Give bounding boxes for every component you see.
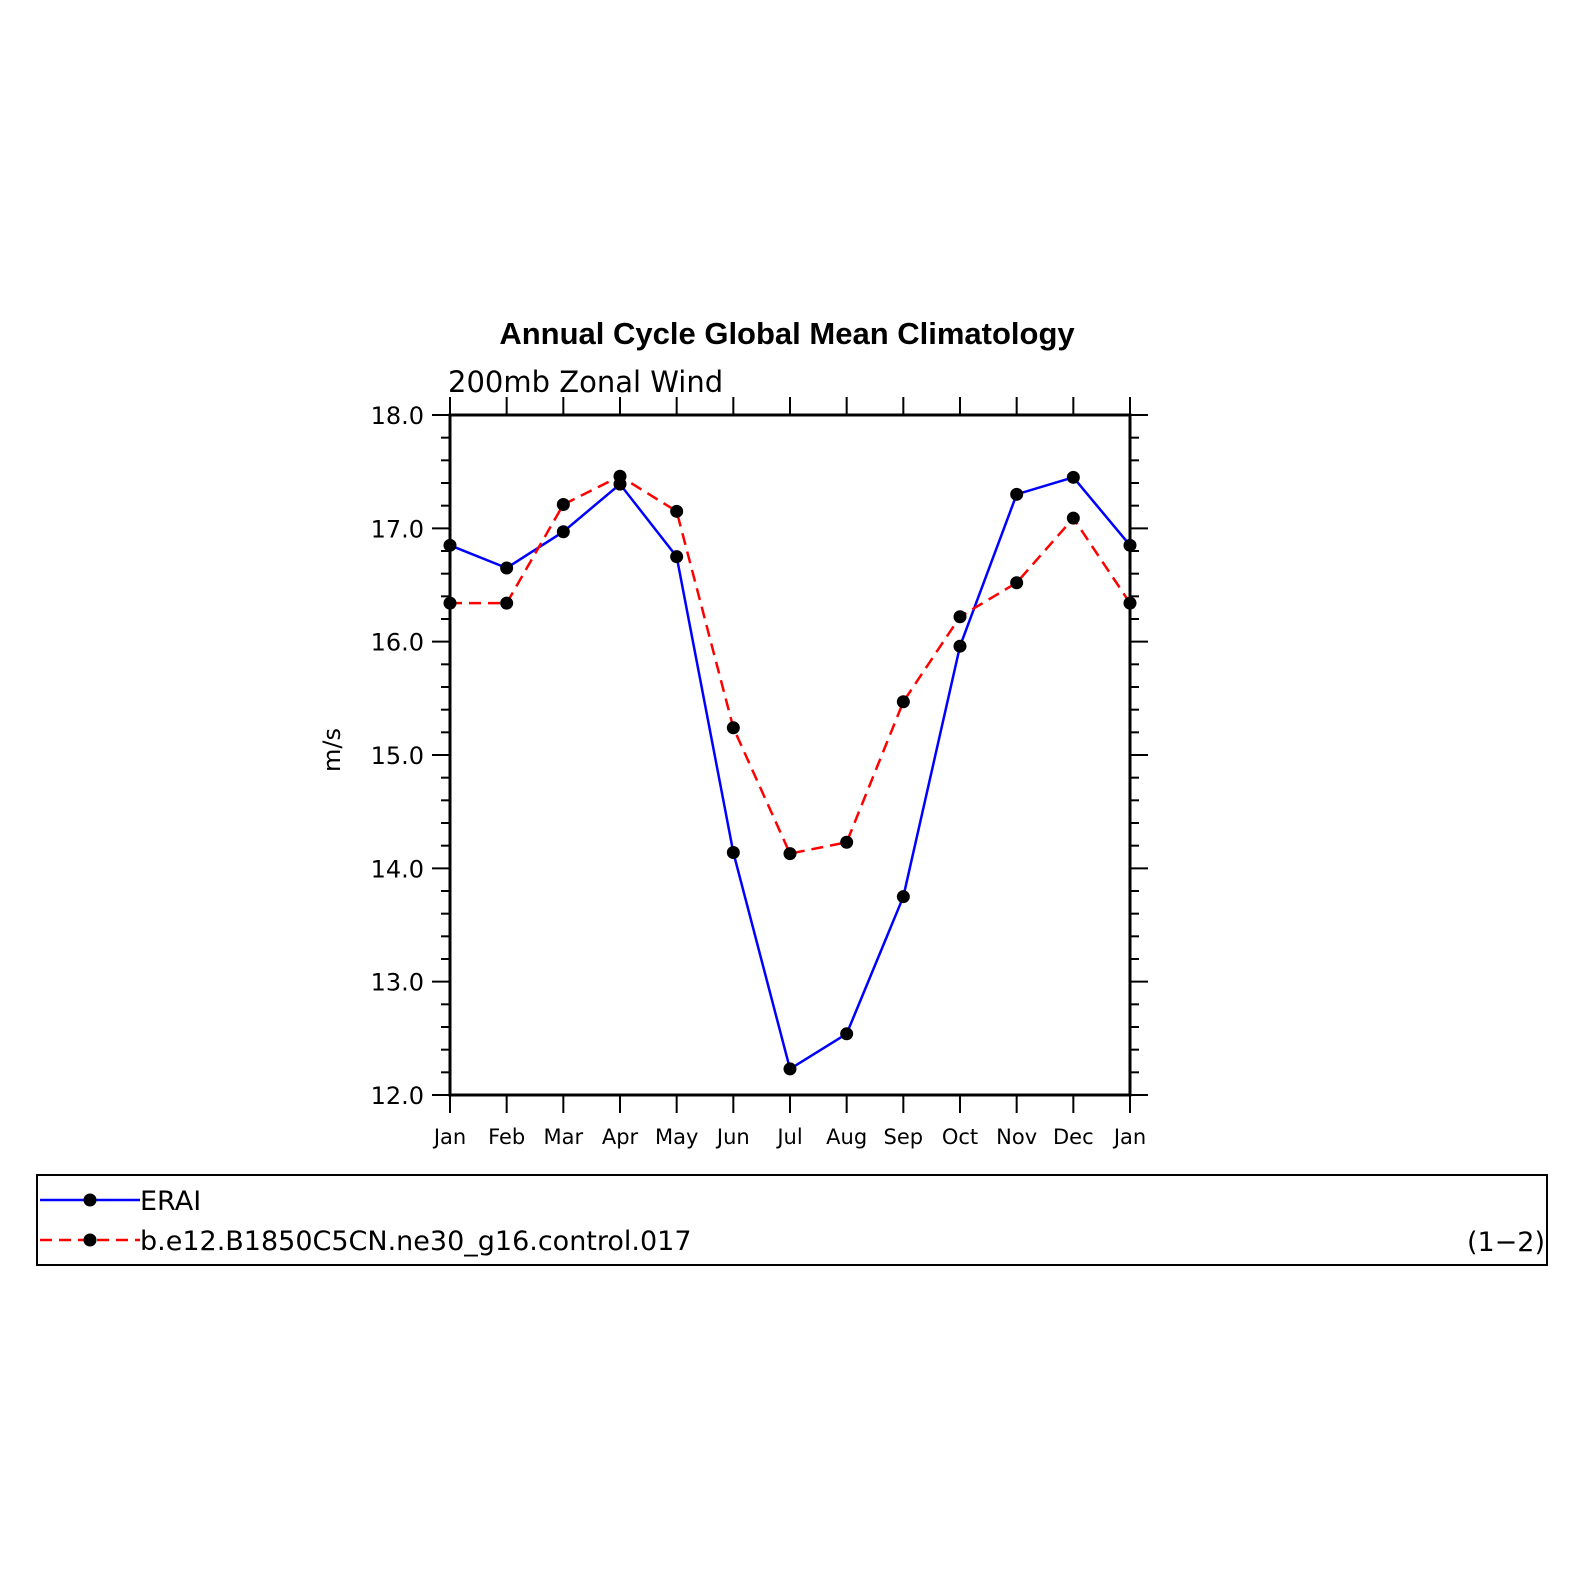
series-1-point [670, 550, 684, 564]
x-tick-label: Jan [432, 1125, 466, 1149]
series-1-point [726, 845, 740, 859]
series-1-point [783, 1062, 797, 1076]
chart-title: Annual Cycle Global Mean Climatology [499, 316, 1075, 351]
legend-box [36, 1174, 1548, 1266]
series-1-point [443, 538, 457, 552]
series-2-point [726, 721, 740, 735]
series-line-2 [450, 474, 1132, 856]
series-1-point [1010, 487, 1024, 501]
chart-subtitle: 200mb Zonal Wind [448, 365, 723, 399]
series-2-point [783, 847, 797, 861]
y-tick-label: 13.0 [371, 969, 424, 997]
legend-marker-1 [83, 1193, 97, 1207]
legend-marker-2 [83, 1233, 97, 1247]
series-2-point [613, 469, 627, 483]
legend-label-2: b.e12.B1850C5CN.ne30_g16.control.017 [140, 1226, 692, 1257]
x-axis-ticks: Jan Feb Mar Apr May Jun Jul Aug Sep Oct Nov Dec Jan [432, 397, 1146, 1149]
x-tick-label: Jul [775, 1125, 802, 1149]
series-1-point [1123, 538, 1137, 552]
y-axis-ticks: 12.0 13.0 14.0 15.0 16.0 17.0 18.0 [371, 402, 1148, 1110]
y-tick-label: 17.0 [371, 515, 424, 543]
series-2-point [500, 596, 514, 610]
y-tick-label: 18.0 [371, 402, 424, 430]
legend-label-1: ERAI [140, 1186, 201, 1217]
series-2-point [896, 695, 910, 709]
series-2-point [1010, 576, 1024, 590]
panel-label: (1−2) [1467, 1227, 1545, 1258]
series-2-point [443, 596, 457, 610]
series-line-1 [449, 475, 1131, 1071]
y-axis-label: m/s [318, 728, 346, 772]
series-1-point [556, 525, 570, 539]
series-1-point [1066, 470, 1080, 484]
series-1-point [840, 1027, 854, 1041]
series-2-point [1123, 596, 1137, 610]
series-2-point [840, 835, 854, 849]
x-tick-label: Jan [1112, 1125, 1146, 1149]
x-tick-label: May [655, 1125, 698, 1149]
series-2-point [556, 498, 570, 512]
x-tick-label: Feb [488, 1125, 525, 1149]
x-tick-label: Nov [996, 1125, 1037, 1149]
y-tick-label: 16.0 [371, 629, 424, 657]
x-tick-label: Sep [884, 1125, 924, 1149]
x-tick-label: Jun [715, 1125, 750, 1149]
x-tick-label: Aug [826, 1125, 867, 1149]
y-tick-label: 15.0 [371, 742, 424, 770]
series-2-point [1066, 511, 1080, 525]
series-1-point [896, 890, 910, 904]
y-tick-label: 14.0 [371, 855, 424, 883]
series-2-point [953, 610, 967, 624]
x-tick-label: Dec [1053, 1125, 1094, 1149]
series-1-point [500, 561, 514, 575]
series-layer [443, 469, 1137, 1076]
plot-frame [448, 413, 1132, 1097]
x-tick-label: Apr [602, 1125, 639, 1149]
y-tick-label: 12.0 [371, 1082, 424, 1110]
series-1-point [953, 639, 967, 653]
legend: ERAI b.e12.B1850C5CN.ne30_g16.control.017 [40, 1186, 692, 1257]
x-tick-label: Oct [942, 1125, 978, 1149]
series-2-point [670, 504, 684, 518]
x-tick-label: Mar [544, 1125, 584, 1149]
